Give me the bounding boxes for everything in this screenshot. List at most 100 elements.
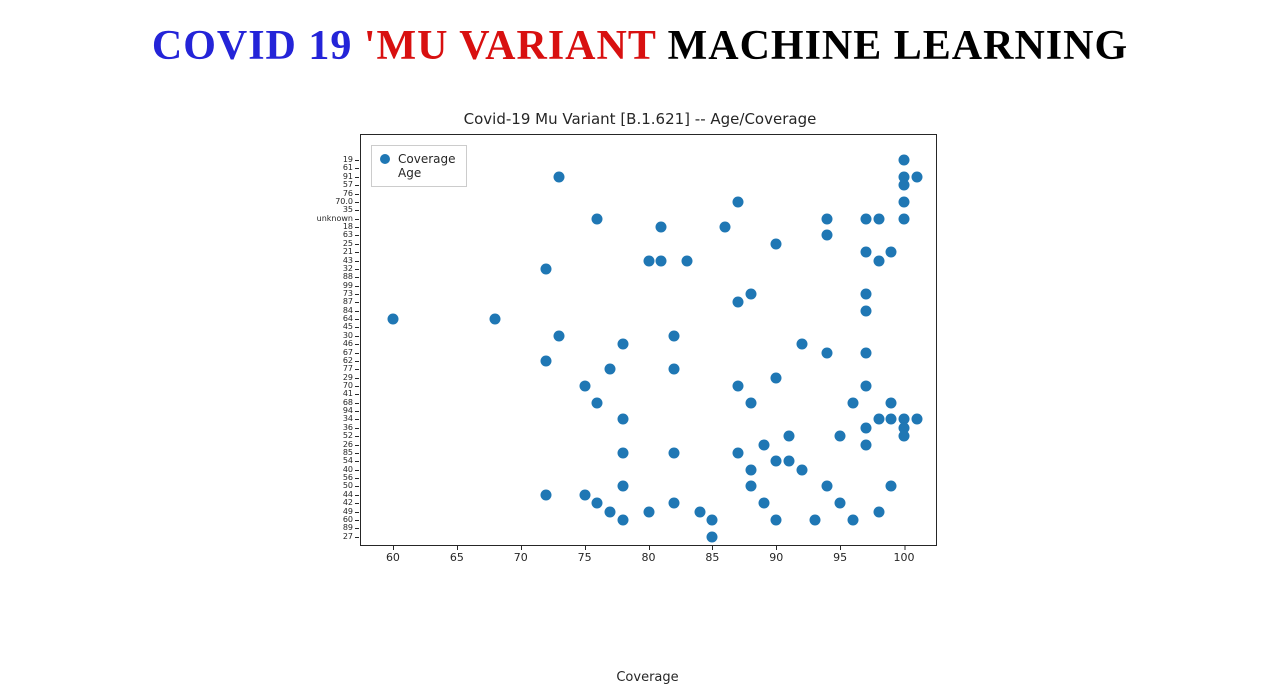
data-point (860, 381, 871, 392)
y-tick: 46 (343, 340, 353, 348)
y-tick: 70.0 (335, 198, 353, 206)
y-tick: 60 (343, 516, 353, 524)
data-point (554, 330, 565, 341)
data-point (656, 255, 667, 266)
headline-part-2: 'MU VARIANT (364, 23, 668, 69)
y-tick: 49 (343, 508, 353, 516)
data-point (899, 431, 910, 442)
data-point (860, 347, 871, 358)
headline-part-3: MACHINE LEARNING (668, 23, 1129, 69)
data-point (745, 397, 756, 408)
y-tick: 43 (343, 257, 353, 265)
data-point (745, 481, 756, 492)
data-point (732, 196, 743, 207)
y-tick: 52 (343, 432, 353, 440)
legend-label-1: Coverage (398, 152, 456, 166)
data-point (796, 339, 807, 350)
data-point (592, 498, 603, 509)
data-point (669, 330, 680, 341)
y-tick: 27 (343, 533, 353, 541)
y-tick: 30 (343, 332, 353, 340)
x-tick: 65 (450, 551, 464, 564)
data-point (617, 447, 628, 458)
data-point (592, 397, 603, 408)
data-point (605, 364, 616, 375)
data-point (387, 314, 398, 325)
data-point (886, 481, 897, 492)
scatter-chart: Covid-19 Mu Variant [B.1.621] -- Age/Cov… (300, 110, 980, 605)
data-point (771, 456, 782, 467)
y-tick: 68 (343, 399, 353, 407)
y-tick: 76 (343, 190, 353, 198)
data-point (758, 439, 769, 450)
y-tick: unknown (317, 215, 353, 223)
y-tick: 40 (343, 466, 353, 474)
data-point (860, 288, 871, 299)
data-point (732, 381, 743, 392)
data-point (617, 414, 628, 425)
data-point (681, 255, 692, 266)
legend-row: Coverage (380, 152, 456, 166)
x-tick: 100 (894, 551, 915, 564)
data-point (809, 514, 820, 525)
y-tick: 19 (343, 156, 353, 164)
legend-label-2: Age (398, 166, 421, 180)
x-tick: 95 (833, 551, 847, 564)
y-tick: 67 (343, 349, 353, 357)
data-point (860, 439, 871, 450)
x-tick: 75 (578, 551, 592, 564)
y-tick: 87 (343, 298, 353, 306)
data-point (784, 456, 795, 467)
data-point (669, 447, 680, 458)
data-point (899, 196, 910, 207)
y-tick: 85 (343, 449, 353, 457)
y-tick: 29 (343, 374, 353, 382)
data-point (490, 314, 501, 325)
data-point (822, 481, 833, 492)
data-point (860, 213, 871, 224)
data-point (873, 213, 884, 224)
y-tick: 94 (343, 407, 353, 415)
x-axis-label: Coverage (360, 670, 935, 685)
y-tick: 64 (343, 315, 353, 323)
data-point (617, 481, 628, 492)
y-tick: 54 (343, 457, 353, 465)
data-point (541, 355, 552, 366)
y-tick: 84 (343, 307, 353, 315)
data-point (579, 489, 590, 500)
y-tick: 44 (343, 491, 353, 499)
x-tick: 90 (769, 551, 783, 564)
data-point (847, 397, 858, 408)
data-point (911, 414, 922, 425)
data-point (707, 514, 718, 525)
data-point (643, 506, 654, 517)
data-point (617, 339, 628, 350)
y-tick: 77 (343, 365, 353, 373)
y-tick: 89 (343, 524, 353, 532)
data-point (643, 255, 654, 266)
data-point (835, 498, 846, 509)
data-point (771, 372, 782, 383)
data-point (796, 464, 807, 475)
data-point (771, 238, 782, 249)
data-point (541, 263, 552, 274)
y-tick: 99 (343, 282, 353, 290)
y-tick: 91 (343, 173, 353, 181)
y-tick: 36 (343, 424, 353, 432)
data-point (899, 213, 910, 224)
data-point (860, 247, 871, 258)
data-point (694, 506, 705, 517)
data-point (784, 431, 795, 442)
data-point (886, 414, 897, 425)
data-point (745, 288, 756, 299)
plot-area: Coverage Age 606570758085909510027896049… (360, 134, 937, 546)
y-tick: 34 (343, 415, 353, 423)
data-point (873, 414, 884, 425)
data-point (886, 247, 897, 258)
data-point (873, 506, 884, 517)
y-tick: 63 (343, 231, 353, 239)
data-point (656, 222, 667, 233)
chart-legend: Coverage Age (371, 145, 467, 187)
y-tick: 21 (343, 248, 353, 256)
page-headline: COVID 19 'MU VARIANT MACHINE LEARNING (0, 0, 1280, 70)
